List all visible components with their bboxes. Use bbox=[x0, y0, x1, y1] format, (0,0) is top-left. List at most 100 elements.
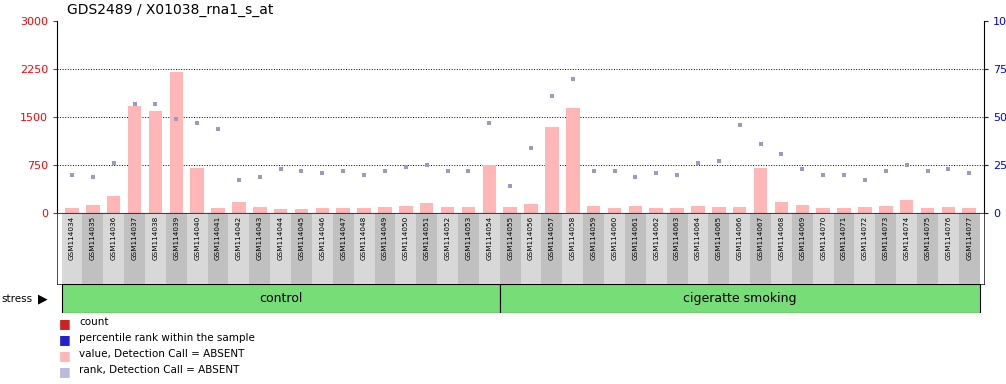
Text: GSM114056: GSM114056 bbox=[528, 215, 534, 260]
Point bbox=[64, 172, 80, 178]
Bar bbox=[336, 208, 350, 213]
Text: GSM114061: GSM114061 bbox=[633, 215, 639, 260]
Point bbox=[106, 160, 122, 166]
Bar bbox=[959, 213, 980, 284]
Bar bbox=[503, 207, 517, 213]
Point bbox=[230, 177, 246, 184]
Text: GSM114065: GSM114065 bbox=[716, 215, 722, 260]
Text: GSM114034: GSM114034 bbox=[69, 215, 75, 260]
Bar bbox=[107, 196, 121, 213]
Text: GSM114049: GSM114049 bbox=[382, 215, 388, 260]
Point bbox=[502, 183, 518, 189]
Bar bbox=[399, 206, 412, 213]
Point bbox=[774, 151, 790, 157]
Bar bbox=[796, 205, 809, 213]
Bar bbox=[232, 202, 245, 213]
Point bbox=[481, 120, 497, 126]
Text: GSM114036: GSM114036 bbox=[111, 215, 117, 260]
Point bbox=[294, 168, 310, 174]
Text: GSM114051: GSM114051 bbox=[424, 215, 430, 260]
Text: GSM114037: GSM114037 bbox=[132, 215, 138, 260]
Text: GSM114062: GSM114062 bbox=[653, 215, 659, 260]
Bar bbox=[169, 72, 183, 213]
Bar bbox=[837, 208, 851, 213]
Bar bbox=[566, 108, 579, 213]
Point bbox=[210, 126, 226, 132]
Bar bbox=[562, 213, 583, 284]
Text: GSM114044: GSM114044 bbox=[278, 215, 284, 260]
Bar bbox=[312, 213, 333, 284]
Text: GSM114046: GSM114046 bbox=[319, 215, 325, 260]
Text: GSM114050: GSM114050 bbox=[402, 215, 408, 260]
Bar bbox=[753, 168, 768, 213]
Bar bbox=[378, 207, 391, 213]
Point bbox=[585, 168, 602, 174]
Bar bbox=[712, 207, 725, 213]
Text: GSM114075: GSM114075 bbox=[925, 215, 931, 260]
Text: rank, Detection Call = ABSENT: rank, Detection Call = ABSENT bbox=[79, 365, 239, 375]
Text: GSM114041: GSM114041 bbox=[215, 215, 221, 260]
Bar bbox=[462, 207, 475, 213]
Bar bbox=[500, 284, 980, 313]
Text: count: count bbox=[79, 317, 109, 327]
Point bbox=[836, 172, 852, 178]
Bar bbox=[166, 213, 187, 284]
Bar bbox=[483, 165, 496, 213]
Bar bbox=[207, 213, 228, 284]
Point bbox=[461, 168, 477, 174]
Text: GSM114055: GSM114055 bbox=[507, 215, 513, 260]
Text: GSM114035: GSM114035 bbox=[90, 215, 96, 260]
Text: GSM114076: GSM114076 bbox=[946, 215, 952, 260]
Bar bbox=[813, 213, 834, 284]
Bar bbox=[333, 213, 354, 284]
Text: GSM114040: GSM114040 bbox=[194, 215, 200, 260]
Bar bbox=[646, 213, 667, 284]
Text: GSM114054: GSM114054 bbox=[486, 215, 492, 260]
Point bbox=[356, 172, 372, 178]
Text: GDS2489 / X01038_rna1_s_at: GDS2489 / X01038_rna1_s_at bbox=[67, 3, 274, 17]
Point bbox=[335, 168, 351, 174]
Point bbox=[898, 162, 914, 168]
Bar bbox=[667, 213, 687, 284]
Point bbox=[628, 174, 644, 180]
Bar bbox=[670, 208, 684, 213]
Text: GSM114038: GSM114038 bbox=[153, 215, 158, 260]
Bar bbox=[629, 206, 642, 213]
Point bbox=[564, 76, 580, 82]
Point bbox=[795, 166, 811, 172]
Point bbox=[815, 172, 831, 178]
Bar bbox=[650, 208, 663, 213]
Text: GSM114072: GSM114072 bbox=[862, 215, 868, 260]
Bar bbox=[858, 207, 872, 213]
Bar bbox=[775, 202, 789, 213]
Text: ■: ■ bbox=[59, 349, 71, 362]
Bar bbox=[879, 206, 892, 213]
Point bbox=[607, 168, 623, 174]
Text: GSM114074: GSM114074 bbox=[903, 215, 909, 260]
Bar bbox=[316, 208, 329, 213]
Bar bbox=[458, 213, 479, 284]
Bar bbox=[875, 213, 896, 284]
Bar bbox=[750, 213, 771, 284]
Bar bbox=[441, 207, 455, 213]
Text: ■: ■ bbox=[59, 317, 71, 330]
Bar bbox=[792, 213, 813, 284]
Bar bbox=[500, 213, 520, 284]
Bar bbox=[395, 213, 416, 284]
Bar bbox=[354, 213, 374, 284]
Bar bbox=[291, 213, 312, 284]
Bar bbox=[104, 213, 124, 284]
Point bbox=[669, 172, 685, 178]
Point bbox=[941, 166, 957, 172]
Point bbox=[377, 168, 393, 174]
Point bbox=[147, 101, 163, 107]
Bar bbox=[771, 213, 792, 284]
Text: GSM114066: GSM114066 bbox=[736, 215, 742, 260]
Point bbox=[648, 170, 664, 176]
Text: GSM114042: GSM114042 bbox=[235, 215, 241, 260]
Point bbox=[418, 162, 435, 168]
Bar bbox=[271, 213, 291, 284]
Bar bbox=[253, 207, 267, 213]
Point bbox=[440, 168, 456, 174]
Bar bbox=[545, 127, 558, 213]
